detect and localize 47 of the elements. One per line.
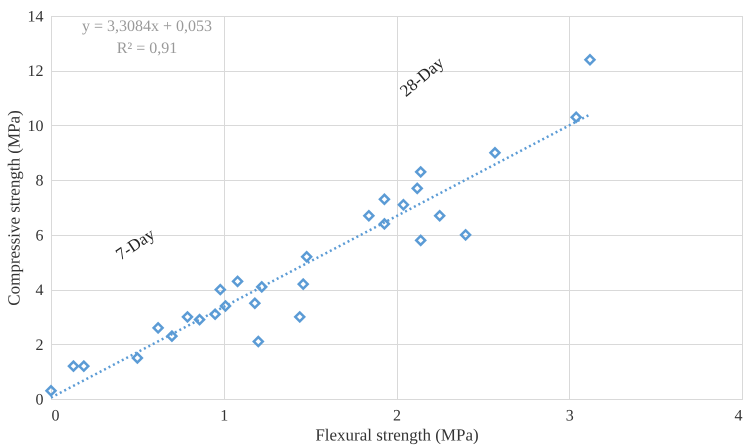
y-tick-label: 0 [36,392,44,408]
y-tick-label: 14 [28,8,44,26]
point [489,147,501,159]
x-tick-label: 4 [734,408,742,424]
point [252,336,264,348]
point [412,182,423,194]
y-tick-label: 10 [28,118,44,135]
point [152,322,164,334]
y-tick-label: 8 [36,172,44,190]
point [214,284,226,296]
point [194,314,206,326]
point [45,385,57,397]
point [232,276,244,288]
x-tick-label: 1 [220,408,228,424]
x-tick-label: 0 [52,408,60,424]
annotation: R² = 0,91 [116,40,178,57]
point [570,112,582,123]
point [68,360,80,372]
point [460,229,472,241]
point [378,218,390,230]
y-tick-label: 6 [36,227,44,244]
point [166,330,178,342]
x-tick-label: 2 [393,408,401,424]
annotation: y = 3,3084x + 0,053 [82,18,212,35]
point [434,210,446,222]
point [182,311,194,323]
point [300,251,312,262]
y-tick-label: 2 [36,336,44,354]
point [363,210,375,222]
y-tick-label: 12 [28,63,44,80]
point [132,352,144,364]
point [398,199,410,210]
point [414,234,426,246]
point [249,298,261,309]
y-axis-title: Compressive strength (MPa) [4,110,24,306]
point [584,54,596,66]
point [297,278,309,290]
y-tick-label: 4 [36,282,44,300]
point [256,281,268,293]
point [78,360,90,372]
point [294,311,306,323]
x-axis-title: Flexural strength (MPa) [315,426,479,444]
point [220,300,232,312]
x-tick-label: 3 [566,408,574,424]
point [378,194,390,206]
point [209,308,221,320]
point [414,166,426,178]
